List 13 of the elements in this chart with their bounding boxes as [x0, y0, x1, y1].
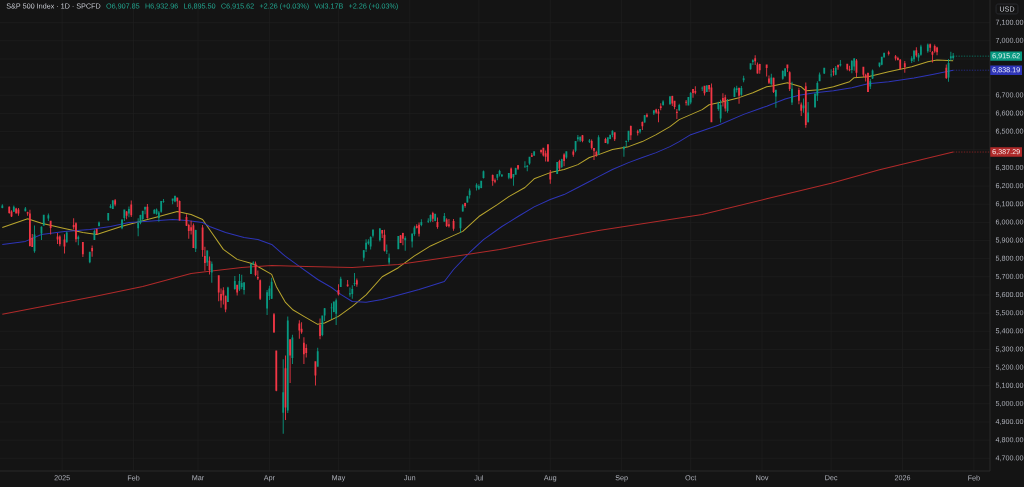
candlestick: [839, 59, 842, 67]
candlestick: [385, 244, 388, 255]
candlestick: [404, 236, 407, 251]
candlestick: [662, 100, 664, 106]
candlestick: [887, 50, 890, 56]
candlestick: [427, 218, 430, 224]
candlestick: [588, 139, 591, 144]
candlestick: [765, 64, 768, 77]
candlestick: [524, 161, 526, 168]
candlestick: [47, 213, 50, 221]
candlestick: [903, 60, 906, 73]
candlestick: [694, 86, 697, 95]
candlestick: [298, 320, 301, 339]
